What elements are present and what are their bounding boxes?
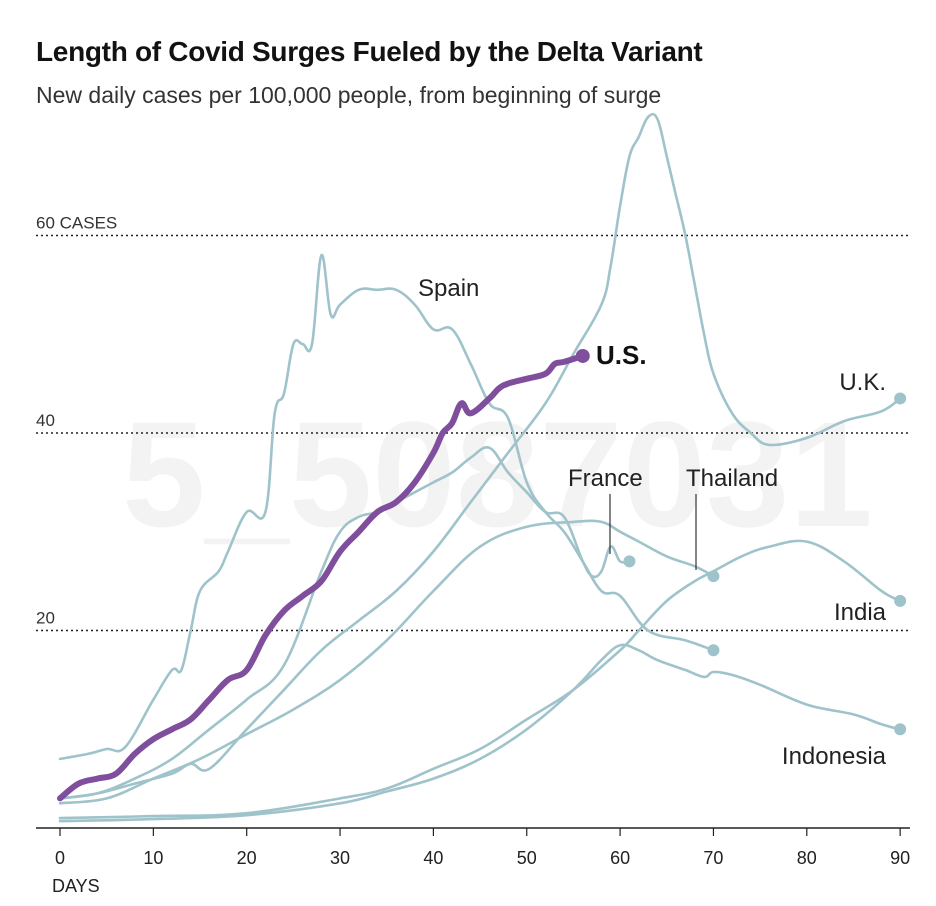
watermark: 5_5087031 <box>122 390 873 558</box>
x-tick-label-10: 10 <box>143 848 163 868</box>
chart-title: Length of Covid Surges Fueled by the Del… <box>36 36 703 67</box>
x-tick-label-70: 70 <box>703 848 723 868</box>
series-lines <box>57 112 902 823</box>
series-line-france <box>58 445 631 800</box>
series-line-india <box>58 539 902 820</box>
series-label-u-s: U.S. <box>596 340 647 370</box>
series-end-dots <box>575 348 907 736</box>
series-end-dot-indonesia <box>894 723 907 736</box>
x-tick-label-20: 20 <box>237 848 257 868</box>
x-tick-label-80: 80 <box>797 848 817 868</box>
x-tick-label-0: 0 <box>55 848 65 868</box>
x-tick-label-40: 40 <box>423 848 443 868</box>
x-tick-label-60: 60 <box>610 848 630 868</box>
gridline-label-40: 40 <box>36 411 55 430</box>
series-end-dot-thailand <box>707 570 720 583</box>
series-label-france: France <box>568 465 643 492</box>
series-labels: Spain U.S. U.K. France Thailand India Indonesi… <box>418 275 887 770</box>
gridline-label-60: 60 CASES <box>36 214 117 233</box>
series-end-dot-india <box>894 594 907 607</box>
x-tick-label-30: 30 <box>330 848 350 868</box>
gridlines: 20 40 60 CASES <box>36 214 910 632</box>
x-tick-label-90: 90 <box>890 848 910 868</box>
series-line-u-s <box>57 353 586 802</box>
gridline-label-20: 20 <box>36 609 55 628</box>
x-axis-label: DAYS <box>52 876 100 896</box>
series-end-dot-u-k <box>894 392 907 405</box>
series-line-u-k <box>58 112 902 800</box>
x-tick-label-50: 50 <box>517 848 537 868</box>
series-end-dot-u-s <box>575 348 590 363</box>
series-line-thailand <box>58 519 715 805</box>
series-label-indonesia: Indonesia <box>782 743 887 770</box>
series-label-india: India <box>834 599 887 626</box>
x-axis: 0 10 20 30 40 50 60 70 80 90 <box>36 827 910 868</box>
series-label-thailand: Thailand <box>686 465 778 492</box>
chart-subtitle: New daily cases per 100,000 people, from… <box>36 82 662 108</box>
series-label-u-k: U.K. <box>839 369 886 396</box>
series-end-dot-france <box>623 555 636 568</box>
series-label-spain: Spain <box>418 275 479 302</box>
series-end-dot-spain <box>707 644 720 657</box>
series-line-indonesia <box>58 643 902 823</box>
